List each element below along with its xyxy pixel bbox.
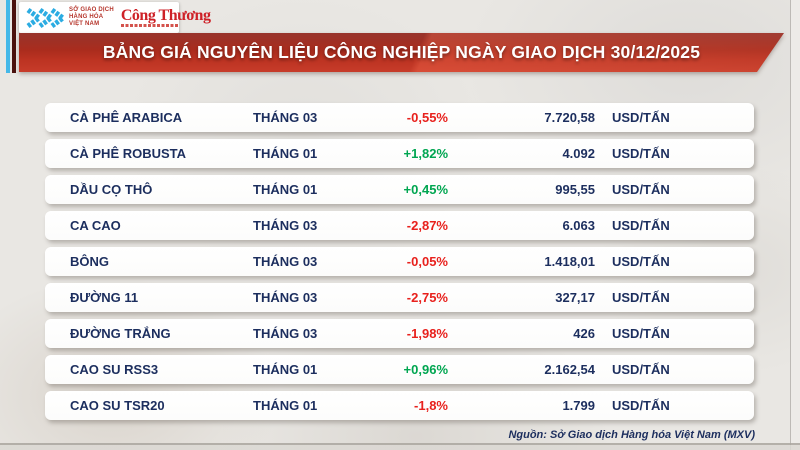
table-row: CÀ PHÊ ROBUSTA THÁNG 01 +1,82% 4.092 USD…: [45, 139, 754, 168]
percent-change: +1,82%: [403, 146, 448, 161]
percent-change: -0,05%: [406, 254, 448, 269]
contract-month: THÁNG 01: [253, 362, 318, 377]
contract-month: THÁNG 03: [253, 254, 318, 269]
table-row: ĐƯỜNG 11 THÁNG 03 -2,75% 327,17 USD/TẤN: [45, 283, 754, 312]
page-title: BẢNG GIÁ NGUYÊN LIỆU CÔNG NGHIỆP NGÀY GI…: [102, 41, 701, 62]
mxv-logo-text-line: VIỆT NAM: [69, 21, 100, 27]
contract-month: THÁNG 03: [253, 110, 318, 125]
table-row: CA CAO THÁNG 03 -2,87% 6.063 USD/TẤN: [45, 211, 754, 240]
percent-change: -1,8%: [414, 398, 448, 413]
price-unit: USD/TẤN: [612, 326, 670, 341]
percent-change: -2,87%: [406, 218, 448, 233]
contract-month: THÁNG 03: [253, 218, 318, 233]
price-unit: USD/TẤN: [612, 290, 670, 305]
table-row: BÔNG THÁNG 03 -0,05% 1.418,01 USD/TẤN: [45, 247, 754, 276]
commodity-name: ĐƯỜNG 11: [70, 290, 139, 305]
price-unit: USD/TẤN: [612, 254, 670, 269]
table-row: CAO SU TSR20 THÁNG 01 -1,8% 1.799 USD/TẤ…: [45, 391, 754, 420]
price-value: 995,55: [555, 182, 595, 197]
price-unit: USD/TẤN: [612, 182, 670, 197]
commodity-name: CAO SU RSS3: [70, 362, 159, 377]
percent-change: +0,45%: [403, 182, 448, 197]
congthuong-tagline: [120, 24, 179, 28]
price-value: 1.799: [562, 398, 595, 413]
price-unit: USD/TẤN: [612, 362, 670, 377]
contract-month: THÁNG 01: [253, 146, 318, 161]
percent-change: -1,98%: [406, 326, 448, 341]
logo-box: SỞ GIAO DỊCH HÀNG HÓA VIỆT NAM Công Thươ…: [19, 2, 211, 33]
accent-bar-cyan: [6, 0, 10, 73]
price-unit: USD/TẤN: [612, 218, 670, 233]
commodity-name: CAO SU TSR20: [70, 398, 165, 413]
mxv-logo-text-line: SỞ GIAO DỊCH: [69, 7, 114, 13]
contract-month: THÁNG 03: [253, 326, 318, 341]
percent-change: -0,55%: [406, 110, 448, 125]
contract-month: THÁNG 01: [253, 398, 318, 413]
price-unit: USD/TẤN: [612, 398, 670, 413]
commodity-name: BÔNG: [70, 254, 109, 269]
price-value: 426: [573, 326, 595, 341]
accent-bar-maroon: [11, 0, 16, 73]
price-value: 7.720,58: [544, 110, 595, 125]
commodity-name: CÀ PHÊ ROBUSTA: [70, 146, 187, 161]
table-row: ĐƯỜNG TRẮNG THÁNG 03 -1,98% 426 USD/TẤN: [45, 319, 754, 348]
contract-month: THÁNG 01: [253, 182, 318, 197]
percent-change: +0,96%: [403, 362, 448, 377]
congthuong-wordmark: Công Thương: [120, 6, 211, 24]
price-value: 4.092: [562, 146, 595, 161]
commodity-name: DẦU CỌ THÔ: [70, 182, 153, 197]
price-value: 1.418,01: [544, 254, 595, 269]
commodity-name: CA CAO: [70, 218, 121, 233]
percent-change: -2,75%: [406, 290, 448, 305]
price-value: 2.162,54: [544, 362, 595, 377]
commodity-name: CÀ PHÊ ARABICA: [70, 110, 183, 125]
title-banner-background: [19, 33, 784, 72]
table-row: CAO SU RSS3 THÁNG 01 +0,96% 2.162,54 USD…: [45, 355, 754, 384]
price-unit: USD/TẤN: [612, 110, 670, 125]
right-edge: [790, 0, 800, 450]
mxv-logo-icon: [26, 7, 66, 28]
table-row: DẦU CỌ THÔ THÁNG 01 +0,45% 995,55 USD/TẤ…: [45, 175, 754, 204]
congthuong-logo: Công Thương: [120, 6, 211, 28]
commodity-name: ĐƯỜNG TRẮNG: [70, 326, 171, 341]
contract-month: THÁNG 03: [253, 290, 318, 305]
bottom-edge: [0, 443, 800, 450]
title-banner: BẢNG GIÁ NGUYÊN LIỆU CÔNG NGHIỆP NGÀY GI…: [19, 33, 784, 72]
mxv-logo-text: SỞ GIAO DỊCH HÀNG HÓA VIỆT NAM: [69, 7, 114, 28]
mxv-logo-text-line: HÀNG HÓA: [69, 14, 104, 20]
price-table: CÀ PHÊ ARABICA THÁNG 03 -0,55% 7.720,58 …: [45, 103, 754, 427]
price-value: 6.063: [562, 218, 595, 233]
price-unit: USD/TẤN: [612, 146, 670, 161]
price-value: 327,17: [555, 290, 595, 305]
source-credit: Nguồn: Sở Giao dịch Hàng hóa Việt Nam (M…: [508, 429, 755, 441]
table-row: CÀ PHÊ ARABICA THÁNG 03 -0,55% 7.720,58 …: [45, 103, 754, 132]
